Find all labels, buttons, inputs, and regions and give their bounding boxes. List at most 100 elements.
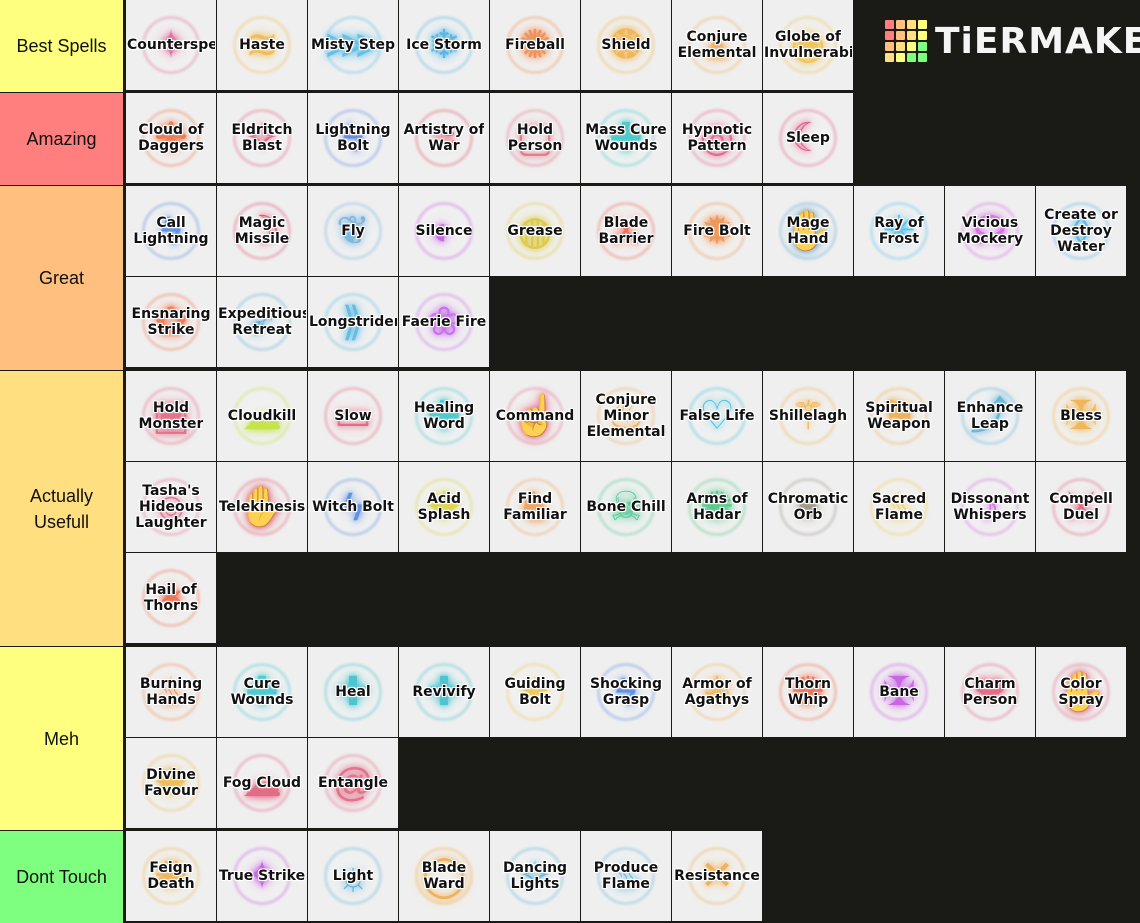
tier-label[interactable]: Great [0, 186, 124, 370]
spell-card[interactable]: ☺ Tasha's Hideous Laughter [126, 462, 216, 552]
spell-card[interactable]: ◎ Hypnotic Pattern [672, 93, 762, 183]
spell-card[interactable]: ◊ Create or Destroy Water [1036, 186, 1126, 276]
spell-card[interactable]: ⚔ Blade Barrier [581, 186, 671, 276]
spell-card[interactable]: ⚑ Spiritual Weapon [854, 371, 944, 461]
tier-label[interactable]: Dont Touch [0, 831, 124, 923]
spell-card[interactable]: ▢ Hold Person [490, 93, 580, 183]
spell-card[interactable]: ✚ Revivify [399, 647, 489, 737]
spell-card[interactable]: ✦ Guiding Bolt [490, 647, 580, 737]
spell-icon: ☺ [138, 474, 204, 540]
spell-card[interactable]: ✹ Divine Favour [126, 738, 216, 828]
spell-card[interactable]: ≈ Artistry of War [399, 93, 489, 183]
spell-card[interactable]: ☁ Fog Cloud [217, 738, 307, 828]
spell-name: Conjure Minor Elemental [586, 392, 666, 440]
spell-card[interactable]: ❄ Ice Storm [399, 0, 489, 90]
spell-card[interactable]: ☝ Command [490, 371, 580, 461]
spell-card[interactable]: ✦ Counterspel [126, 0, 216, 90]
spell-card[interactable]: ✚ Healing Word [399, 371, 489, 461]
spell-card[interactable]: ✶ Hail of Thorns [126, 553, 216, 643]
spell-card[interactable]: ♨ Sacred Flame [854, 462, 944, 552]
spell-card[interactable]: ❦ Fly [308, 186, 398, 276]
spell-name: Eldritch Blast [231, 122, 293, 154]
spell-card[interactable]: ✚ Cure Wounds [217, 647, 307, 737]
spell-card[interactable]: ✹ Fire Bolt [672, 186, 762, 276]
spell-card[interactable]: ♨ Conjure Minor Elemental [581, 371, 671, 461]
logo-grid-cell [918, 20, 927, 29]
spell-icon: ✦ [138, 12, 204, 78]
tier-label[interactable]: Actually Usefull [0, 371, 124, 646]
spell-name: Feign Death [147, 860, 195, 892]
spell-card[interactable]: ▭ Slow [308, 371, 398, 461]
spell-card[interactable]: ▲ Conjure Elemental [672, 0, 762, 90]
spell-card[interactable]: ✚ Heal [308, 647, 398, 737]
spell-name: Counterspel [127, 37, 215, 53]
spell-card[interactable]: ✧ Dancing Lights [490, 831, 580, 921]
spell-card[interactable]: ◍ Grease [490, 186, 580, 276]
spell-card[interactable]: ✿ Ensnaring Strike [126, 277, 216, 367]
spell-card[interactable]: ✠ Bane [854, 647, 944, 737]
spell-card[interactable]: ✺ Feign Death [126, 831, 216, 921]
spell-card[interactable]: ❂ Shield [581, 0, 671, 90]
spell-card[interactable]: ✸ Acid Splash [399, 462, 489, 552]
spell-card[interactable]: ❄ Armor of Agathys [672, 647, 762, 737]
spell-card[interactable]: ✺ Arms of Hadar [672, 462, 762, 552]
spell-card[interactable]: ⚔ Compell Duel [1036, 462, 1126, 552]
spell-card[interactable]: ⤴ Enhance Leap [945, 371, 1035, 461]
spell-card[interactable]: ☊ Vicious Mockery [945, 186, 1035, 276]
spell-card[interactable]: ❀ Faerie Fire [399, 277, 489, 367]
tier-label[interactable]: Best Spells [0, 0, 124, 92]
logo-grid-cell [918, 53, 927, 62]
spell-card[interactable]: ♞ Find Familiar [490, 462, 580, 552]
spell-card[interactable]: ⚚ Shillelagh [763, 371, 853, 461]
spell-card[interactable]: ϟ Witch Bolt [308, 462, 398, 552]
spell-card[interactable]: ✧ Eldritch Blast [217, 93, 307, 183]
spell-card[interactable]: ◐ Silence [399, 186, 489, 276]
spell-card[interactable]: ✺ Thorn Whip [763, 647, 853, 737]
spell-card[interactable]: ♡ False Life [672, 371, 762, 461]
spell-card[interactable]: ✠ Bless [1036, 371, 1126, 461]
spell-card[interactable]: ◯ Blade Ward [399, 831, 489, 921]
spell-card[interactable]: ▣ Hold Monster [126, 371, 216, 461]
spell-card[interactable]: ✋ Color Spray [1036, 647, 1126, 737]
spell-card[interactable]: ✺ Fireball [490, 0, 580, 90]
spell-card[interactable]: @ Entangle [308, 738, 398, 828]
spell-card[interactable]: ✋ Telekinesis [217, 462, 307, 552]
spell-card[interactable]: ≋ Haste [217, 0, 307, 90]
spell-card[interactable]: ➶ Expeditious Retreat [217, 277, 307, 367]
spell-name: Chromatic Orb [767, 491, 849, 523]
spell-icon: ♨ [593, 843, 659, 909]
spell-icon: ♨ [138, 659, 204, 725]
spell-card[interactable]: ✚ Mass Cure Wounds [581, 93, 671, 183]
spell-card[interactable]: ✳ Ray of Frost [854, 186, 944, 276]
spell-card[interactable]: ♨ Produce Flame [581, 831, 671, 921]
spell-card[interactable]: ❋ Cloud of Daggers [126, 93, 216, 183]
spell-card[interactable]: ☼ Light [308, 831, 398, 921]
spell-icon: @ [320, 750, 386, 816]
spell-card[interactable]: ☠ Bone Chill [581, 462, 671, 552]
spell-card[interactable]: ϟ Shocking Grasp [581, 647, 671, 737]
spell-card[interactable]: ◉Globe of Invulnerabili [763, 0, 853, 90]
spell-card[interactable]: ☁ Cloudkill [217, 371, 307, 461]
spell-card[interactable]: ♨ Burning Hands [126, 647, 216, 737]
spell-icon: ▭ [320, 383, 386, 449]
spell-name: Enhance Leap [956, 400, 1024, 432]
spell-card[interactable]: ✦ True Strike [217, 831, 307, 921]
spell-card[interactable]: ⟫ Longstrider [308, 277, 398, 367]
spell-card[interactable]: ✕ Resistance [672, 831, 762, 921]
spell-card[interactable]: ♪ Dissonant Whispers [945, 462, 1035, 552]
spell-icon: ✧ [229, 105, 295, 171]
spell-card[interactable]: ● Chromatic Orb [763, 462, 853, 552]
spell-name: Telekinesis [218, 499, 306, 515]
tier-label[interactable]: Meh [0, 647, 124, 830]
tier-label[interactable]: Amazing [0, 93, 124, 185]
spell-card[interactable]: ϟ Call Lightning [126, 186, 216, 276]
spell-icon: ▲ [684, 12, 750, 78]
spell-card[interactable]: ✋ Mage Hand [763, 186, 853, 276]
spell-card[interactable]: ϟ Lightning Bolt [308, 93, 398, 183]
spell-card[interactable]: ❤ Charm Person [945, 647, 1035, 737]
spell-card[interactable]: ☽ Magic Missile [217, 186, 307, 276]
spell-card[interactable]: ☾ Sleep [763, 93, 853, 183]
spell-card[interactable]: ⋙ Misty Step [308, 0, 398, 90]
spell-icon: ✧ [502, 843, 568, 909]
spell-icon: ⚚ [775, 383, 841, 449]
